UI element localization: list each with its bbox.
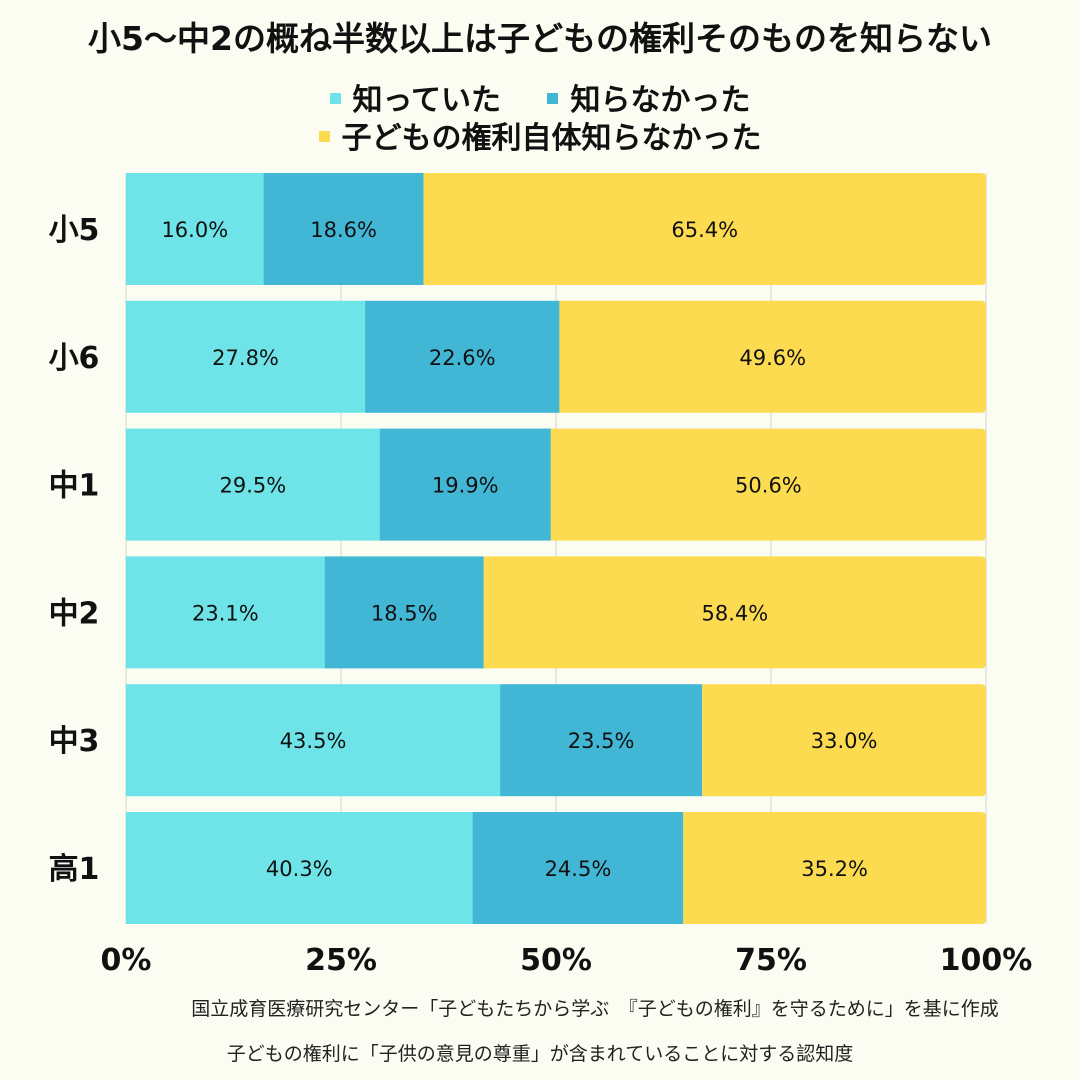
bar-segment: [483, 556, 986, 669]
x-tick-label: 100%: [940, 943, 1033, 978]
subtitle-note: 子どもの権利に「子供の意見の尊重」が含まれていることに対する認知度: [226, 1043, 854, 1065]
bar-segment: [379, 428, 551, 541]
data-label: 16.0%: [161, 218, 228, 242]
x-tick-label: 0%: [101, 943, 152, 978]
x-tick-label: 25%: [305, 943, 377, 978]
legend-item-known: 知っていた: [329, 75, 502, 119]
category-label: 中1: [49, 469, 100, 504]
data-label: 18.6%: [310, 218, 377, 242]
bar-segment: [126, 812, 473, 924]
source-note: 国立成育医療研究センター「子どもたちから学ぶ 『子どもの権利』を守るために」を基…: [191, 998, 999, 1020]
legend-label-rights-unknown: 子どもの権利自体知らなかった: [341, 121, 762, 156]
legend-row-1: 知っていた 知らなかった: [0, 75, 1080, 119]
bar-segment: [126, 428, 380, 541]
bar-segment: [559, 300, 986, 413]
legend-swatch-unknown: [547, 93, 559, 104]
bar-segment: [683, 812, 986, 924]
bar-segment: [324, 556, 484, 669]
category-label: 中3: [49, 724, 100, 759]
data-label: 49.6%: [739, 346, 806, 370]
bar-segment: [126, 684, 501, 797]
data-label: 23.5%: [568, 729, 635, 753]
legend-swatch-known: [329, 93, 341, 104]
bar-segment: [550, 428, 986, 541]
data-label: 40.3%: [266, 857, 333, 881]
bar-segment: [126, 556, 325, 669]
data-label: 24.5%: [545, 857, 612, 881]
x-tick-label: 75%: [735, 943, 807, 978]
data-label: 29.5%: [219, 474, 286, 498]
data-label: 65.4%: [671, 218, 738, 242]
legend-swatch-rights-unknown: [318, 131, 330, 142]
data-label: 18.5%: [371, 601, 438, 625]
legend-item-rights-unknown: 子どもの権利自体知らなかった: [318, 113, 762, 157]
category-label: 高1: [49, 852, 100, 887]
bar-segment: [126, 300, 366, 413]
data-label: 19.9%: [432, 474, 499, 498]
legend-label-known: 知っていた: [352, 83, 502, 118]
bar-segment: [702, 684, 986, 797]
bar-segment: [500, 684, 703, 797]
bar-segment: [263, 173, 424, 285]
category-label: 小6: [49, 341, 100, 376]
category-label: 中2: [49, 596, 100, 631]
legend-label-unknown: 知らなかった: [570, 83, 751, 118]
chart-title: 小5〜中2の概ね半数以上は子どもの権利そのものを知らない: [88, 19, 992, 58]
legend-item-unknown: 知らなかった: [547, 75, 750, 119]
data-label: 27.8%: [212, 346, 279, 370]
data-label: 33.0%: [811, 729, 878, 753]
data-label: 58.4%: [702, 601, 769, 625]
bar-segment: [423, 173, 986, 285]
legend-row-2: 子どもの権利自体知らなかった: [0, 113, 1080, 157]
data-label: 23.1%: [192, 601, 259, 625]
bar-segment: [365, 300, 560, 413]
bar-segment: [126, 173, 264, 285]
data-label: 22.6%: [429, 346, 496, 370]
bar-segment: [472, 812, 684, 924]
data-label: 35.2%: [801, 857, 868, 881]
data-label: 50.6%: [735, 474, 802, 498]
category-label: 小5: [49, 213, 100, 248]
x-tick-label: 50%: [520, 943, 592, 978]
data-label: 43.5%: [280, 729, 347, 753]
